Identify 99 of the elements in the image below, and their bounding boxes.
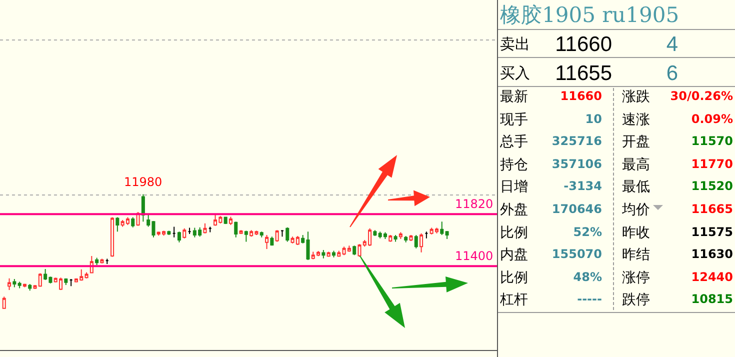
text: 内盘 [500,246,528,264]
candlestick [244,230,248,242]
text: 52% [572,224,602,239]
candlestick [208,226,212,233]
candlestick [398,232,402,240]
candlestick [203,222,207,234]
text: 总手 [500,133,528,152]
candlestick [373,230,377,237]
candlestick [172,226,176,238]
candlestick [116,216,120,232]
candlestick [105,258,109,265]
text: 持仓 [500,156,528,174]
candlestick [270,236,274,246]
text: 11575 [690,224,733,239]
text: 比例 [500,268,528,287]
candlestick [69,278,73,287]
candlestick [167,230,171,236]
candlestick [352,245,356,256]
candlestick [228,216,232,226]
candlestick [409,234,413,242]
candlestick [110,216,114,258]
text: 最低 [622,178,650,196]
text: 现手 [500,110,528,129]
candlestick [239,230,243,235]
candlestick [64,278,68,286]
text: 最高 [622,156,650,174]
text: 橡胶1905 ru1905 [500,2,680,29]
text: 最新 [500,88,528,106]
candlestick [388,234,392,242]
candlestick [326,251,330,258]
text: 30/0.26% [669,89,733,103]
candlestick [332,250,336,258]
candlestick [322,250,326,259]
text: 涨停 [622,268,650,287]
candlestick [420,232,424,253]
candlestick [141,194,145,222]
text: 0.09% [690,112,733,126]
text: 11660 [555,33,612,56]
candlestick [234,221,238,238]
candlestick [188,227,192,235]
candlestick [8,278,12,291]
candlestick [131,216,135,228]
text: 跌停 [622,291,650,310]
candlestick [414,234,418,249]
candlestick [12,278,16,288]
text: 12440 [690,270,733,284]
candlestick [260,231,264,238]
text: 杠杆 [500,291,528,310]
candlestick [337,250,341,258]
text: 速涨 [622,110,650,129]
text: -3134 [562,179,602,194]
annotation: 11980 [124,175,162,189]
candlestick [95,257,99,266]
text: 48% [572,270,602,284]
candlestick [18,281,22,289]
candlestick [394,234,398,242]
candlestick [182,228,186,239]
candlestick [445,230,449,240]
candlestick [440,221,444,236]
candlestick [224,216,228,224]
candlestick [28,283,32,292]
candlestick [424,231,428,239]
text: 10815 [690,292,733,306]
text: 155070 [550,247,602,262]
ref-line-label: 11400 [455,249,494,263]
text: 11660 [559,89,602,103]
text: ----- [576,292,602,306]
candlestick [265,234,269,250]
text: 11655 [555,62,612,85]
text: 昨收 [622,224,650,242]
text: 开盘 [622,133,650,152]
text: 卖出 [500,35,530,54]
ref-line-label: 11820 [455,197,494,211]
text: 外盘 [500,201,528,219]
text: 比例 [500,224,528,242]
text: 日增 [500,178,528,196]
text: 11665 [690,202,733,216]
text: 11630 [690,247,733,262]
text: 11520 [690,179,733,194]
candlestick [84,272,88,279]
candlestick [22,283,26,288]
text: 4 [665,33,678,57]
candlestick [280,230,284,238]
candlestick [404,236,408,243]
candlestick [286,226,290,242]
text: 10 [584,112,602,126]
text: 11570 [690,134,733,148]
text: 11770 [690,156,733,171]
candlestick [100,258,104,264]
text: 325716 [550,134,602,148]
text: 涨跌 [622,88,650,106]
candlestick [177,231,181,243]
text: 买入 [500,64,530,83]
text: 6 [665,62,678,86]
text: 昨结 [622,246,650,264]
text: 170646 [550,202,602,216]
text: 357106 [550,156,602,171]
text: 均价 [622,201,650,219]
candlestick [275,230,279,242]
